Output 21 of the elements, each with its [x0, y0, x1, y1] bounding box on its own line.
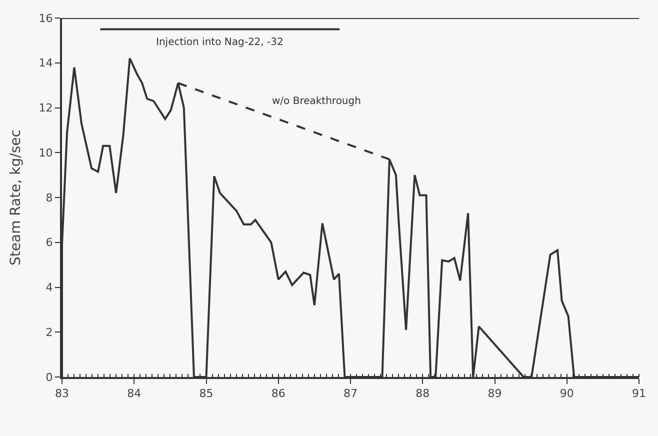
x-tick-label: 91 — [632, 387, 646, 400]
x-tick-label: 90 — [560, 387, 574, 400]
x-tick-label: 89 — [488, 387, 502, 400]
series-label: Injection into Nag-22, -32 — [156, 37, 284, 48]
y-tick-label: 14 — [38, 56, 53, 70]
x-tick-label: 85 — [199, 387, 214, 400]
y-tick-label: 6 — [46, 236, 53, 250]
y-tick-label: 0 — [46, 370, 53, 384]
y-tick-label: 10 — [38, 146, 53, 160]
y-tick-label: 2 — [46, 326, 53, 339]
x-tick-label: 86 — [271, 387, 286, 400]
y-axis-title: Steam Rate, kg/sec — [8, 130, 24, 266]
y-tick-label: 12 — [38, 102, 53, 115]
y-tick-label: 16 — [38, 12, 53, 25]
x-tick-label: 88 — [416, 387, 430, 400]
x-tick-label: 87 — [344, 387, 358, 400]
y-tick-label: 8 — [46, 191, 53, 204]
y-tick-label: 4 — [46, 281, 53, 294]
series-label: w/o Breakthrough — [272, 96, 361, 107]
x-tick-label: 83 — [55, 387, 69, 400]
x-tick-label: 84 — [127, 387, 142, 400]
